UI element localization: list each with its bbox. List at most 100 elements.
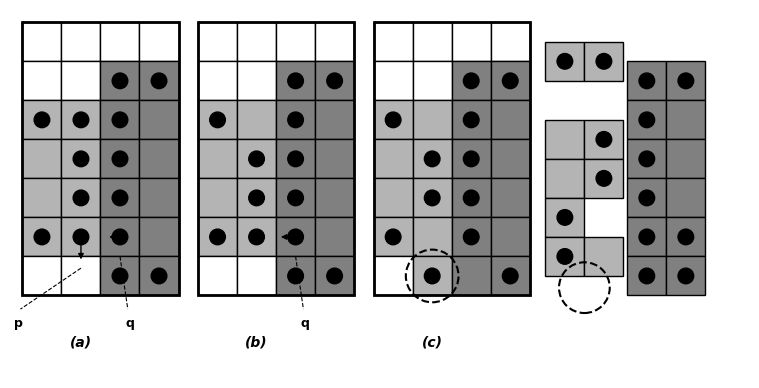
- Bar: [627, 139, 666, 178]
- Bar: [666, 178, 705, 217]
- Bar: [100, 22, 140, 61]
- Circle shape: [464, 112, 479, 128]
- Bar: [373, 139, 413, 178]
- Bar: [627, 217, 666, 256]
- Bar: [237, 100, 276, 139]
- Bar: [584, 237, 623, 276]
- Bar: [61, 217, 100, 256]
- Bar: [61, 139, 100, 178]
- Circle shape: [112, 268, 128, 284]
- Bar: [140, 100, 178, 139]
- Circle shape: [557, 249, 573, 264]
- Bar: [23, 22, 61, 61]
- Bar: [140, 61, 178, 100]
- Circle shape: [112, 73, 128, 88]
- Circle shape: [639, 112, 654, 128]
- Circle shape: [557, 210, 573, 225]
- Bar: [627, 61, 666, 100]
- Bar: [491, 139, 530, 178]
- Bar: [373, 22, 530, 296]
- Circle shape: [209, 229, 225, 245]
- Bar: [373, 256, 413, 296]
- Bar: [315, 139, 354, 178]
- Circle shape: [34, 112, 50, 128]
- Circle shape: [209, 112, 225, 128]
- Bar: [237, 61, 276, 100]
- Circle shape: [288, 151, 304, 167]
- Bar: [100, 217, 140, 256]
- Circle shape: [464, 73, 479, 88]
- Bar: [23, 178, 61, 217]
- Text: (a): (a): [70, 335, 92, 349]
- Bar: [237, 139, 276, 178]
- Bar: [546, 120, 584, 159]
- Bar: [198, 217, 237, 256]
- Bar: [237, 256, 276, 296]
- Bar: [452, 139, 491, 178]
- Bar: [23, 217, 61, 256]
- Circle shape: [678, 229, 694, 245]
- Bar: [452, 100, 491, 139]
- Circle shape: [596, 132, 612, 147]
- Circle shape: [112, 112, 128, 128]
- Circle shape: [34, 229, 50, 245]
- Circle shape: [73, 112, 89, 128]
- Bar: [413, 61, 452, 100]
- Bar: [413, 100, 452, 139]
- Bar: [315, 22, 354, 61]
- Circle shape: [288, 190, 304, 206]
- Bar: [413, 178, 452, 217]
- Circle shape: [73, 229, 89, 245]
- Bar: [666, 100, 705, 139]
- Bar: [491, 217, 530, 256]
- Circle shape: [288, 229, 304, 245]
- Circle shape: [288, 268, 304, 284]
- Bar: [666, 217, 705, 256]
- Bar: [627, 178, 666, 217]
- Circle shape: [151, 73, 167, 88]
- Circle shape: [327, 268, 342, 284]
- Bar: [140, 217, 178, 256]
- Bar: [546, 42, 584, 81]
- Bar: [23, 61, 61, 100]
- Bar: [237, 217, 276, 256]
- Bar: [276, 178, 315, 217]
- Bar: [452, 178, 491, 217]
- Bar: [100, 178, 140, 217]
- Circle shape: [249, 190, 264, 206]
- Bar: [666, 61, 705, 100]
- Bar: [237, 22, 276, 61]
- Circle shape: [288, 112, 304, 128]
- Bar: [23, 100, 61, 139]
- Bar: [315, 61, 354, 100]
- Bar: [315, 256, 354, 296]
- Bar: [373, 217, 413, 256]
- Circle shape: [678, 73, 694, 88]
- Circle shape: [502, 268, 518, 284]
- Bar: [452, 22, 491, 61]
- Bar: [198, 100, 237, 139]
- Bar: [198, 61, 237, 100]
- Bar: [666, 256, 705, 296]
- Circle shape: [249, 151, 264, 167]
- Bar: [276, 61, 315, 100]
- Bar: [198, 256, 237, 296]
- Circle shape: [112, 229, 128, 245]
- Circle shape: [464, 151, 479, 167]
- Bar: [627, 100, 666, 139]
- Bar: [373, 100, 413, 139]
- Bar: [276, 256, 315, 296]
- Bar: [100, 61, 140, 100]
- Circle shape: [112, 151, 128, 167]
- Bar: [23, 256, 61, 296]
- Circle shape: [327, 73, 342, 88]
- Bar: [315, 100, 354, 139]
- Bar: [413, 139, 452, 178]
- Bar: [315, 178, 354, 217]
- Bar: [23, 22, 178, 296]
- Bar: [100, 100, 140, 139]
- Bar: [452, 61, 491, 100]
- Circle shape: [639, 151, 654, 167]
- Bar: [61, 178, 100, 217]
- Bar: [546, 159, 584, 198]
